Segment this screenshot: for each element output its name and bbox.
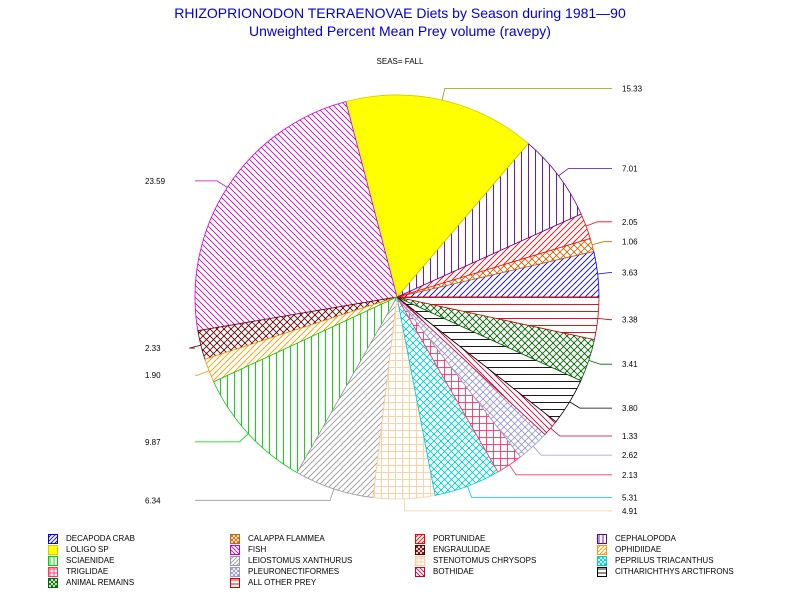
leader-line-citharichthys-arctifrons [569,401,612,409]
leader-line-peprilus-triacanthus [467,486,612,498]
leader-line-calappa-flammea [591,241,612,246]
data-label-pleuronectiformes: 2.62 [622,451,638,460]
leader-line-ophidiidae [195,370,210,376]
leader-line-loligo-sp [441,88,612,101]
leader-line-cephalopoda [558,168,612,177]
pie-slice-loligo-sp [345,94,529,298]
leader-line-fish [195,180,228,188]
leader-line-decapoda-crab [597,272,612,275]
leader-line-sciaenidae [195,433,249,443]
leader-line-animal-remains [588,360,612,365]
data-label-all-other-prey: 3.38 [622,316,638,325]
data-label-fish: 23.59 [145,177,166,186]
leader-line-bothidae [550,427,612,437]
chart-title-line1: RHIZOPRIONODON TERRAENOVAE Diets by Seas… [174,5,626,21]
chart-title-line2: Unweighted Percent Mean Prey volume (rav… [249,23,551,39]
leader-line-pleuronectiformes [532,445,612,456]
data-label-citharichthys-arctifrons: 3.80 [622,404,638,413]
chart-title: RHIZOPRIONODON TERRAENOVAE Diets by Seas… [0,4,800,40]
data-label-leiostomus-xanthurus: 6.34 [145,496,161,505]
data-label-calappa-flammea: 1.06 [622,238,638,247]
data-label-stenotomus-chrysops: 4.91 [622,507,638,516]
data-label-ophidiidae: 1.90 [145,371,161,380]
data-label-triglidae: 2.13 [622,471,638,480]
data-label-portunidae: 2.05 [622,218,638,227]
data-label-sciaenidae: 9.87 [145,438,161,447]
data-label-animal-remains: 3.41 [622,360,638,369]
pie-slice-all-other-prey [396,296,600,341]
pie-slice-sciaenidae [213,296,398,474]
leader-line-engraulidae [189,344,201,349]
leader-line-portunidae [585,221,612,227]
leader-line-all-other-prey [597,318,612,321]
data-label-decapoda-crab: 3.63 [622,269,638,278]
data-label-loligo-sp: 15.33 [622,84,643,93]
leader-line-leiostomus-xanthurus [195,488,335,501]
pie-slice-fish [194,101,398,332]
data-label-peprilus-triacanthus: 5.31 [622,494,638,503]
data-label-bothidae: 1.33 [622,432,638,441]
data-label-cephalopoda: 7.01 [622,165,638,174]
subplot-label: SEAS= FALL [376,57,424,66]
data-label-engraulidae: 2.33 [145,344,161,353]
leader-line-stenotomus-chrysops [403,498,612,512]
leader-line-triglidae [509,464,612,476]
